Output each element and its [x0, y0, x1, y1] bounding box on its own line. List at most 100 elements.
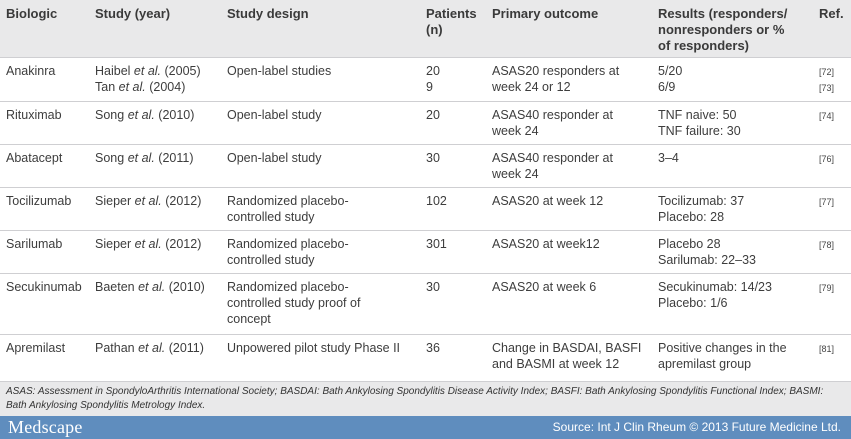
- cell-patients: 20 9: [420, 56, 486, 101]
- et-al: et al.: [118, 79, 146, 94]
- cell-study: Haibel et al. (2005) Tan et al. (2004): [89, 56, 221, 101]
- cell-patients: 30: [420, 143, 486, 187]
- study-table: Biologic Study (year) Study design Patie…: [0, 0, 851, 377]
- cell-study: Sieper et al. (2012): [89, 186, 221, 230]
- cell-patients-line: 30: [426, 150, 440, 165]
- et-al: et al.: [133, 63, 162, 78]
- col-header-biologic: Biologic: [6, 6, 58, 21]
- col-header-ref: Ref.: [819, 6, 844, 21]
- col-header-results-line1: Results (responders/: [658, 6, 788, 21]
- study-year: (2004): [149, 79, 186, 94]
- cell-results-line: Placebo 28: [658, 236, 721, 251]
- cell-design: Unpowered pilot study Phase II: [221, 333, 420, 377]
- cell-outcome: ASAS20 at week12: [486, 229, 652, 273]
- cell-study: Song et al. (2010): [89, 100, 221, 144]
- reference-link[interactable]: [76]: [819, 153, 835, 164]
- col-header-results: Results (responders/ nonresponders or % …: [652, 0, 813, 57]
- table-row: Tocilizumab Sieper et al. (2012) Randomize…: [0, 186, 851, 230]
- cell-results-line: apremilast group: [658, 356, 752, 371]
- study-citation: Haibel et al. (2005): [95, 63, 215, 79]
- col-header-patients-line2: (n): [426, 22, 443, 37]
- reference-link[interactable]: [81]: [819, 343, 835, 354]
- cell-results: Placebo 28 Sarilumab: 22–33: [652, 229, 813, 273]
- study-citation: Sieper et al. (2012): [95, 236, 215, 252]
- cell-outcome-line: ASAS20 at week12: [492, 236, 600, 251]
- study-year: (2012): [165, 193, 202, 208]
- cell-results: TNF naive: 50 TNF failure: 30: [652, 100, 813, 144]
- cell-biologic: Tocilizumab: [0, 186, 89, 230]
- cell-results-line: Placebo: 1/6: [658, 295, 728, 310]
- cell-outcome-line: ASAS40 responder at: [492, 107, 613, 122]
- cell-design: Randomized placebo-controlled study: [221, 186, 420, 230]
- cell-results-line: 6/9: [658, 79, 676, 94]
- cell-study: Baeten et al. (2010): [89, 272, 221, 334]
- study-year: (2010): [158, 107, 195, 122]
- col-header-results-line2: nonresponders or %: [658, 22, 785, 37]
- cell-outcome: ASAS20 at week 6: [486, 272, 652, 334]
- study-year: (2010): [168, 279, 205, 294]
- cell-outcome-line: and BASMI at week 12: [492, 356, 620, 371]
- cell-design: Open-label study: [221, 143, 420, 187]
- reference-link[interactable]: [72]: [819, 66, 835, 77]
- header-row: Biologic Study (year) Study design Patie…: [0, 0, 851, 57]
- col-header-study: Study (year): [95, 6, 171, 21]
- reference-link[interactable]: [74]: [819, 110, 835, 121]
- cell-results-line: TNF naive: 50: [658, 107, 737, 122]
- cell-patients-line: 20: [426, 63, 440, 78]
- cell-design-line: Open-label studies: [227, 63, 332, 78]
- et-al: et al.: [138, 340, 166, 355]
- cell-design: Open-label studies: [221, 56, 420, 101]
- study-citation: Baeten et al. (2010): [95, 279, 215, 295]
- cell-ref: [79]: [813, 272, 851, 334]
- cell-outcome-line: ASAS20 at week 6: [492, 279, 597, 294]
- cell-results-line: Secukinumab: 14/23: [658, 279, 772, 294]
- reference-link[interactable]: [78]: [819, 239, 835, 250]
- cell-results: Tocilizumab: 37 Placebo: 28: [652, 186, 813, 230]
- medscape-logo[interactable]: Medscape: [8, 417, 83, 437]
- study-citation: Sieper et al. (2012): [95, 193, 215, 209]
- cell-design-line: Randomized placebo-: [227, 279, 349, 294]
- cell-biologic: Rituximab: [0, 100, 89, 144]
- cell-patients: 102: [420, 186, 486, 230]
- study-citation: Tan et al. (2004): [95, 79, 215, 95]
- cell-patients-line: 301: [426, 236, 447, 251]
- cell-design: Randomized placebo-controlled study proo…: [221, 272, 420, 334]
- col-header-results-line3: of responders): [658, 38, 750, 53]
- cell-biologic: Anakinra: [0, 56, 89, 101]
- cell-design-line: Unpowered pilot study Phase II: [227, 340, 401, 355]
- et-al: et al.: [134, 236, 162, 251]
- cell-ref: [76]: [813, 143, 851, 187]
- cell-outcome: ASAS20 responders at week 24 or 12: [486, 56, 652, 101]
- cell-design-line: concept: [227, 311, 271, 326]
- study-author: Song: [95, 150, 125, 165]
- cell-design-line: Randomized placebo-: [227, 236, 349, 251]
- cell-patients-line: 9: [426, 79, 433, 94]
- cell-patients-line: 102: [426, 193, 447, 208]
- cell-results-line: Positive changes in the: [658, 340, 787, 355]
- cell-results: 5/20 6/9: [652, 56, 813, 101]
- cell-biologic: Secukinumab: [0, 272, 89, 334]
- cell-outcome-line: week 24: [492, 166, 539, 181]
- study-author: Haibel: [95, 63, 131, 78]
- table-row: Secukinumab Baeten et al. (2010) Randomize…: [0, 272, 851, 334]
- study-year: (2011): [168, 340, 204, 355]
- cell-design-line: Open-label study: [227, 107, 322, 122]
- cell-biologic: Sarilumab: [0, 229, 89, 273]
- cell-patients: 20: [420, 100, 486, 144]
- reference-link[interactable]: [79]: [819, 282, 835, 293]
- cell-ref: [74]: [813, 100, 851, 144]
- cell-results-line: Sarilumab: 22–33: [658, 252, 756, 267]
- cell-ref: [81]: [813, 333, 851, 377]
- cell-results: Secukinumab: 14/23 Placebo: 1/6: [652, 272, 813, 334]
- cell-outcome-line: ASAS20 at week 12: [492, 193, 604, 208]
- cell-study: Song et al. (2011): [89, 143, 221, 187]
- study-author: Tan: [95, 79, 116, 94]
- col-header-patients: Patients (n): [420, 0, 486, 57]
- cell-patients-line: 30: [426, 279, 440, 294]
- cell-outcome: ASAS20 at week 12: [486, 186, 652, 230]
- cell-design-line: controlled study: [227, 209, 315, 224]
- reference-link[interactable]: [77]: [819, 196, 835, 207]
- col-header-outcome: Primary outcome: [492, 6, 599, 21]
- study-citation: Song et al. (2011): [95, 150, 215, 166]
- reference-link[interactable]: [73]: [819, 82, 835, 93]
